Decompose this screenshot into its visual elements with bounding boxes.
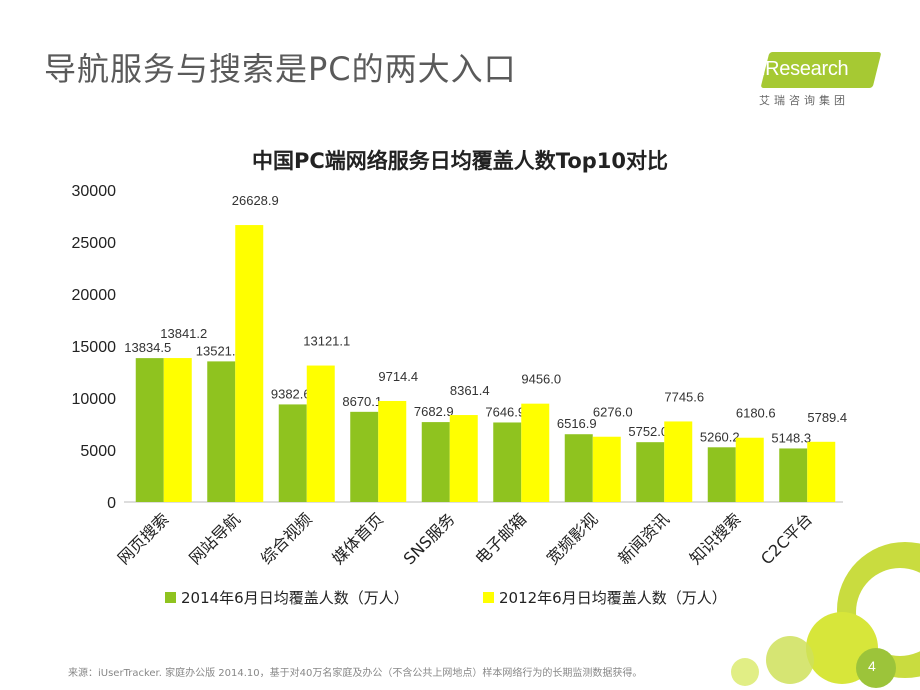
legend-label-2012: 2012年6月日均覆盖人数（万人） bbox=[499, 589, 727, 607]
iresearch-logo: iResearch 艾瑞咨询集团 bbox=[755, 52, 882, 112]
data-label-2012: 26628.9 bbox=[232, 193, 279, 208]
logo-wordmark: iResearch bbox=[761, 58, 849, 80]
y-tick-label: 25000 bbox=[72, 235, 117, 252]
data-label-2014: 13834.5 bbox=[124, 340, 171, 355]
bar-2014 bbox=[707, 447, 736, 502]
legend-swatch-2012 bbox=[483, 592, 494, 603]
category-label: 电子邮箱 bbox=[471, 509, 530, 568]
data-label-2014: 6516.9 bbox=[557, 416, 597, 431]
logo-subtitle: 艾瑞咨询集团 bbox=[759, 94, 849, 107]
data-label-2012: 5789.4 bbox=[807, 410, 847, 425]
data-label-2012: 9456.0 bbox=[521, 372, 561, 387]
data-label-2012: 6180.6 bbox=[736, 406, 776, 421]
bar-2014 bbox=[636, 442, 665, 502]
bar-2014 bbox=[564, 434, 593, 502]
y-tick-label: 10000 bbox=[72, 391, 117, 408]
y-tick-label: 20000 bbox=[72, 287, 117, 304]
bar-2012 bbox=[521, 403, 550, 502]
data-label-2014: 5148.3 bbox=[771, 430, 811, 445]
bar-2012 bbox=[449, 415, 478, 502]
category-label: 宽频影视 bbox=[543, 509, 602, 568]
bar-2014 bbox=[135, 358, 164, 502]
category-label: 网页搜索 bbox=[114, 509, 173, 568]
bar-2014 bbox=[278, 404, 307, 502]
data-label-2014: 8670.1 bbox=[342, 394, 382, 409]
bar-2014 bbox=[207, 361, 236, 502]
category-label: 媒体首页 bbox=[328, 509, 387, 568]
page-number: 4 bbox=[868, 658, 876, 674]
y-tick-label: 5000 bbox=[80, 443, 116, 460]
deco-circle-small bbox=[766, 636, 814, 684]
legend-swatch-2014 bbox=[165, 592, 176, 603]
data-label-2014: 9382.6 bbox=[271, 386, 311, 401]
source-note: 来源：iUserTracker. 家庭办公版 2014.10，基于对40万名家庭… bbox=[68, 668, 643, 679]
bar-2014 bbox=[350, 411, 379, 502]
bar-2012 bbox=[807, 441, 836, 502]
category-label: 网站导航 bbox=[185, 509, 244, 568]
slide-title: 导航服务与搜索是PC的两大入口 bbox=[44, 50, 517, 88]
y-tick-label: 15000 bbox=[72, 339, 117, 356]
data-label-2014: 13521.1 bbox=[196, 343, 243, 358]
bar-2012 bbox=[235, 225, 264, 502]
bar-2012 bbox=[592, 436, 621, 502]
bar-2012 bbox=[163, 358, 192, 502]
data-label-2012: 8361.4 bbox=[450, 383, 490, 398]
data-label-2012: 13121.1 bbox=[303, 334, 350, 349]
bar-2012 bbox=[664, 421, 693, 502]
data-label-2014: 5752.0 bbox=[628, 424, 668, 439]
category-label: 综合视频 bbox=[257, 509, 316, 568]
category-label: 知识搜索 bbox=[686, 509, 745, 568]
bar-2014 bbox=[493, 422, 522, 502]
deco-circle-tiny bbox=[731, 658, 759, 686]
bar-2012 bbox=[306, 365, 335, 502]
data-label-2012: 9714.4 bbox=[378, 369, 418, 384]
bar-2012 bbox=[378, 400, 407, 502]
data-label-2014: 7682.9 bbox=[414, 404, 454, 419]
y-tick-label: 30000 bbox=[72, 183, 117, 200]
bar-2014 bbox=[421, 422, 450, 502]
bar-2012 bbox=[735, 437, 764, 502]
y-tick-label: 0 bbox=[107, 495, 116, 512]
data-label-2012: 7745.6 bbox=[664, 389, 704, 404]
deco-circle-pagenum bbox=[856, 648, 896, 688]
data-label-2012: 6276.0 bbox=[593, 405, 633, 420]
category-label: SNS服务 bbox=[400, 509, 459, 568]
category-label: 新闻资讯 bbox=[614, 509, 673, 568]
bar-2014 bbox=[779, 448, 808, 502]
category-label: C2C平台 bbox=[757, 509, 816, 568]
data-label-2012: 13841.2 bbox=[160, 326, 207, 341]
data-label-2014: 5260.2 bbox=[700, 429, 740, 444]
data-label-2014: 7646.9 bbox=[485, 404, 525, 419]
chart-title: 中国PC端网络服务日均覆盖人数Top10对比 bbox=[251, 149, 669, 173]
legend-label-2014: 2014年6月日均覆盖人数（万人） bbox=[181, 589, 409, 607]
